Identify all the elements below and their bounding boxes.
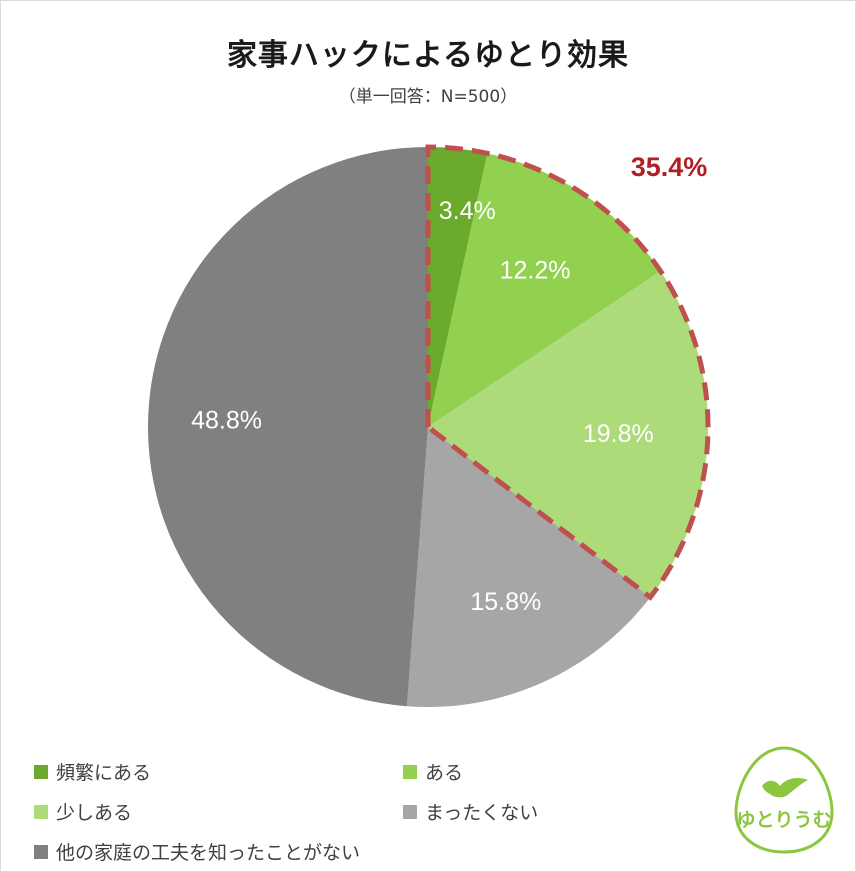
slice-never-known (147, 147, 429, 707)
slice-data-label: 15.8% (470, 588, 541, 616)
highlight-label: 35.4% (631, 152, 708, 182)
legend-label: 頻繁にある (56, 762, 152, 784)
chart-subtitle: （単一回答：N=500） (338, 87, 518, 107)
slice-none (406, 427, 651, 707)
legend-label: 他の家庭の工夫を知ったことがない (56, 842, 361, 864)
legend-item-none: まったくない (403, 798, 538, 825)
slice-yes (428, 153, 661, 427)
legend-item-frequent: 頻繁にある (34, 758, 151, 785)
legend-label: ある (425, 762, 464, 784)
slice-data-label: 48.8% (191, 406, 262, 434)
logo-text: ゆとりうむ (736, 809, 831, 831)
legend-swatch (34, 764, 48, 779)
legend-swatch (403, 764, 417, 779)
yutorium-logo: ゆとりうむ (734, 746, 834, 854)
legend-item-little: 少しある (34, 798, 132, 825)
egg-outline-icon (734, 746, 834, 854)
legend-item-never-known: 他の家庭の工夫を知ったことがない (34, 838, 360, 865)
legend-item-yes: ある (403, 758, 463, 785)
legend-swatch (34, 804, 48, 819)
legend-label: 少しある (56, 802, 133, 824)
highlight-dashed-border (425, 144, 711, 601)
legend-swatch (403, 804, 417, 819)
slice-data-label: 12.2% (500, 257, 571, 285)
slice-data-label: 3.4% (439, 197, 496, 225)
legend-swatch (34, 844, 48, 859)
slice-frequent (428, 147, 488, 427)
chart-title: 家事ハックによるゆとり効果 (226, 38, 630, 73)
slice-little (428, 271, 709, 598)
legend-label: まったくない (425, 802, 539, 824)
bird-icon (762, 778, 808, 798)
slice-data-label: 19.8% (583, 420, 654, 448)
